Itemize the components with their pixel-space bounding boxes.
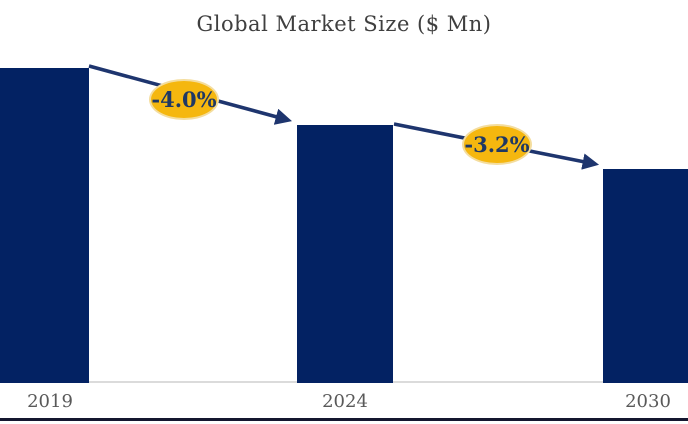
growth-label-2024-2030: -3.2% [462,124,532,165]
x-tick-2024: 2024 [322,391,368,412]
bar-2030 [603,169,688,383]
growth-label-text: -3.2% [464,132,530,157]
bar-2024 [297,125,393,383]
chart-title: Global Market Size ($ Mn) [196,12,492,36]
x-tick-2019: 2019 [27,391,73,412]
x-tick-2030: 2030 [625,391,671,412]
bottom-border-rule [0,418,688,421]
growth-label-2019-2024: -4.0% [149,79,219,120]
bar-2019 [0,68,89,383]
growth-label-text: -4.0% [151,87,217,112]
